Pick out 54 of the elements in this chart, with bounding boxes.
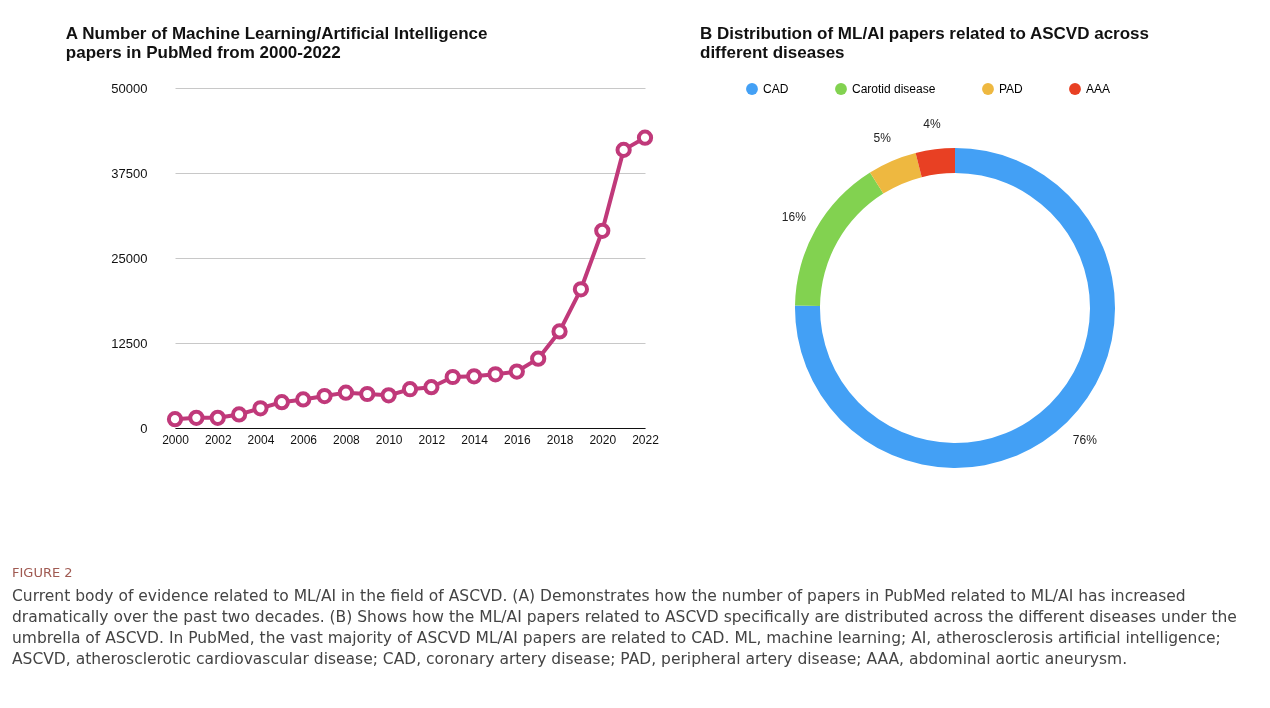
x-tick-label: 2002	[204, 432, 232, 447]
point	[380, 387, 397, 404]
point	[572, 281, 590, 298]
chart-title: A Number of Machine Learning/Artificial Intelligence papers in PubMed from 2000-2022	[65, 24, 488, 62]
x-tick-label: 2016	[503, 432, 531, 447]
donut-slice	[915, 148, 955, 178]
point	[209, 409, 226, 426]
x-tick-label: 2022	[632, 432, 660, 447]
legend-label: PAD	[999, 82, 1024, 96]
point	[444, 368, 461, 386]
x-tick-label: 2014	[461, 432, 489, 447]
donut-slice	[870, 152, 922, 194]
point	[594, 222, 611, 239]
x-tick-label: 2008	[333, 432, 361, 447]
legend-label: Carotid disease	[852, 82, 936, 96]
data-label: 16%	[781, 210, 807, 225]
point	[487, 366, 504, 383]
x-tick-label: 2012	[418, 432, 446, 447]
point	[636, 129, 654, 146]
point	[465, 368, 483, 385]
data-label: 4%	[923, 117, 942, 132]
point	[530, 350, 547, 367]
x-tick-label: 2004	[247, 432, 275, 447]
point	[337, 384, 355, 401]
chart-title: B Distribution of ML/AI papers related to ASCVD across different diseases	[700, 24, 1149, 62]
point	[252, 400, 269, 417]
y-tick-label: 12500	[111, 335, 148, 351]
y-tick-label: 25000	[111, 250, 148, 266]
legend-label: AAA	[1086, 82, 1111, 96]
data-label: 5%	[873, 130, 892, 145]
x-tick-label: 2020	[589, 432, 617, 447]
legend-label: CAD	[763, 82, 789, 96]
point	[273, 394, 290, 411]
y-tick-label: 50000	[111, 80, 148, 96]
point	[166, 411, 184, 428]
point	[295, 391, 312, 408]
point	[188, 409, 205, 426]
x-tick-label: 2010	[375, 432, 403, 447]
point	[551, 323, 568, 340]
text: Current body of evidence related to ML/AI in the field of ASCVD. (A) Demonstrates how the number of papers in PubMed related to ML/AI has increased dramatically over the past two decades. (B) Shows how the ML/AI papers related to ASCVD specifically are distributed across the different diseases under the umbrella of ASCVD. In PubMed, the vast majority of ASCVD ML/AI papers are related to CAD. ML, machine learning; AI, atherosclerosis artificial intelligence; ASCVD, atherosclerotic cardiovascular disease; CAD, coronary artery disease; PAD, peripheral artery disease; AAA, abdominal aortic aneurysm.	[12, 586, 1238, 670]
caption: FIGURE 2	[12, 565, 74, 580]
point	[401, 381, 419, 398]
x-tick-label: 2000	[162, 432, 190, 447]
point	[615, 141, 632, 158]
point	[508, 363, 525, 380]
point	[423, 379, 440, 396]
y-tick-label: 37500	[111, 165, 148, 181]
data-label: 76%	[1072, 432, 1098, 447]
point	[359, 385, 376, 403]
point	[230, 406, 248, 423]
point	[316, 387, 333, 405]
y-tick-label: 0	[140, 420, 148, 436]
x-tick-label: 2006	[290, 432, 318, 447]
x-tick-label: 2018	[546, 432, 574, 447]
